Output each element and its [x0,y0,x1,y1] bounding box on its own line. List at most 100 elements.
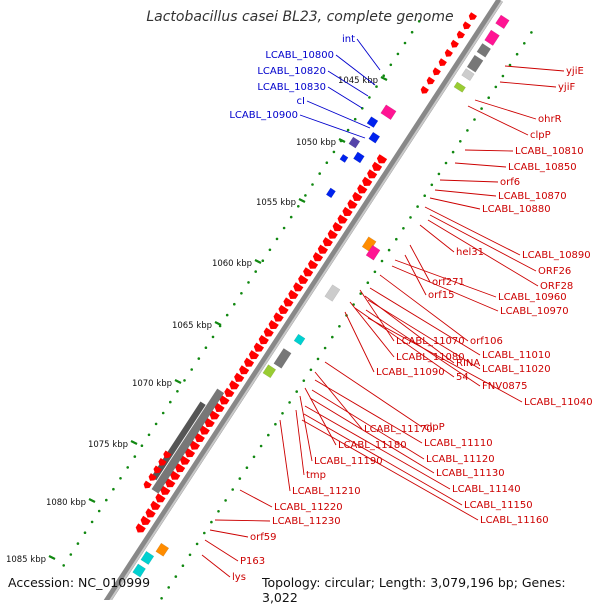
reverse-gene-arrow [278,304,289,314]
guide-dot [282,226,286,230]
reverse-gene-arrow [347,199,358,209]
genome-backbone: 1045 kbp 1050 kbp 1055 kbp 1060 kbp 1065 kbp… [6,0,503,600]
right-gene-label: LCABL_11090 [376,367,445,378]
reverse-gene-arrow [143,480,152,489]
guide-dot [190,368,193,371]
guide-dot [416,205,419,208]
guide-dot [368,96,371,99]
reverse-gene-arrow [308,259,319,269]
leader-line [214,519,271,522]
forward-gene-block [495,14,510,30]
guide-dot [515,52,519,56]
backbone-highlight [109,0,503,600]
guide-dot [83,531,87,534]
leader-line [504,65,565,72]
tick-label: 1060 kbp [212,259,252,269]
guide-dot [451,150,455,154]
leader-line [279,419,291,492]
guide-dot [530,31,533,34]
guide-dot [204,346,208,350]
reverse-gene-arrow [332,222,343,232]
guide-dot [119,477,122,480]
reverse-gene-arrow [372,161,383,171]
gene-labels: int LCABL_10800 LCABL_10820 LCABL_10830 cI LC… [229,34,592,583]
reverse-gene-arrow [317,244,328,254]
leader-line [464,149,514,152]
tick-mark [214,321,222,326]
guide-dot [444,161,448,165]
guide-dot [160,597,163,600]
mobile-gene-block [380,104,397,121]
leader-line [306,100,371,129]
reverse-gene-arrow [322,237,333,247]
reverse-gene-arrow [163,450,172,459]
reverse-gene-arrow [145,508,156,518]
forward-gene-block [293,333,306,346]
guide-dot [197,357,201,360]
guide-dot [133,455,137,458]
forward-gene-block [453,81,466,93]
tick-label: 1070 kbp [132,379,172,389]
forward-gene-arrow [420,85,429,94]
leader-line [303,413,463,506]
right-gene-label: LCABL_11120 [426,454,495,465]
leader-line [304,405,451,490]
guide-dot [154,422,158,426]
reverse-gene-arrow [229,380,240,390]
right-gene-label: hel31 [456,247,484,258]
reverse-gene-arrow [253,342,264,352]
leader-line [344,311,375,373]
right-gene-label: tmp [306,470,326,481]
tick-mark [380,76,388,81]
reverse-gene-arrow [362,176,373,186]
guide-dot [181,564,185,567]
guide-dot [261,259,265,263]
leader-line [204,539,239,562]
label-leader-lines [201,38,565,578]
leader-line [427,219,539,287]
leader-line [239,489,273,508]
leader-line [299,395,313,462]
right-gene-label: clpP [424,422,445,433]
guide-dot [395,237,398,241]
guide-dot [238,477,242,480]
right-gene-label: LCABL_11070 [396,336,465,347]
guide-dot [289,215,293,219]
forward-gene-arrow [426,76,435,85]
leader-line [356,38,381,71]
right-gene-label: LCABL_10880 [482,204,551,215]
right-gene-label: LCABL_11140 [452,484,521,495]
mobile-gene-block [368,131,381,144]
leader-line [304,387,337,446]
mobile-gene-block [325,187,336,199]
leader-line [474,99,537,120]
reverse-gene-arrow [158,458,167,466]
reverse-gene-arrow [214,402,225,412]
leader-line [391,265,499,312]
guide-dot [430,183,434,187]
guide-dot [494,85,498,89]
guide-dot [359,292,363,295]
guide-dot [231,488,234,491]
guide-dot [275,237,279,241]
guide-dot [316,357,320,361]
tick-mark [130,440,138,445]
leader-line [349,301,395,358]
reverse-gene-arrow [342,206,353,217]
guide-dot [240,292,243,295]
right-gene-label: yjiE [566,66,584,77]
guide-dot [176,390,179,393]
right-gene-label: orf106 [470,336,503,347]
left-gene-label: LCABL_10820 [257,66,326,77]
reverse-gene-arrow [268,320,279,330]
leader-line [314,379,423,444]
right-gene-label: LCABL_11230 [272,516,341,527]
right-gene-label: orf15 [428,290,454,301]
guide-dot [487,96,491,99]
forward-gene-block [273,348,292,369]
guide-dot [126,466,129,469]
leader-line [404,254,427,296]
right-gene-label: ORF28 [540,281,573,292]
forward-gene-block [476,43,492,58]
leader-line [419,224,455,253]
